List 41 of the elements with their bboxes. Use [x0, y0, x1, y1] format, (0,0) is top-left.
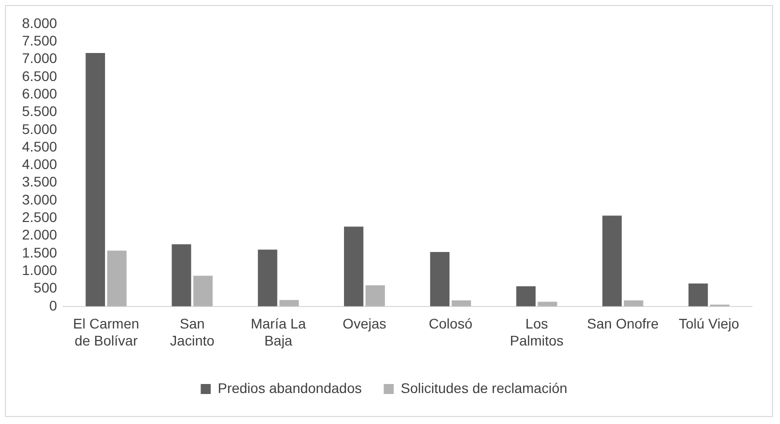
y-tick-label: 3.500 [22, 174, 58, 190]
legend-label: Predios abandondados [218, 380, 362, 396]
y-tick-label: 3.000 [22, 191, 58, 208]
y-tick-label: 0 [49, 297, 58, 314]
bar [193, 276, 213, 306]
bar [107, 250, 127, 306]
x-tick-label: San Jacinto [170, 316, 215, 348]
bar [602, 216, 622, 306]
y-tick-label: 6.000 [22, 85, 58, 102]
y-tick-label: 4.500 [22, 138, 58, 154]
bar [86, 52, 106, 306]
x-tick-label: María La Baja [250, 316, 306, 348]
y-tick-label: 4.000 [22, 156, 58, 172]
y-tick-label: 500 [34, 280, 58, 296]
y-tick-label: 7.500 [22, 32, 58, 49]
x-tick-label: El Carmen de Bolívar [73, 316, 140, 348]
bar [516, 286, 536, 306]
y-tick-label: 6.500 [22, 68, 58, 84]
bar [430, 252, 450, 306]
y-tick-label: 2.000 [22, 226, 58, 243]
x-tick-label: Tolú Viejo [678, 316, 740, 332]
bar [172, 244, 192, 306]
x-tick-label: Ovejas [342, 316, 386, 332]
bar [624, 300, 644, 306]
x-tick-label: Colosó [428, 316, 473, 332]
y-tick-label: 5.000 [22, 120, 58, 137]
x-tick-label: San Onofre [587, 316, 659, 332]
y-tick-label: 7.000 [22, 50, 58, 66]
y-tick-label: 1.500 [22, 244, 58, 260]
bar [452, 300, 472, 306]
legend-label: Solicitudes de reclamación [400, 380, 568, 396]
y-tick-label: 5.500 [22, 103, 58, 120]
bar [258, 250, 278, 306]
y-tick-label: 2.500 [22, 209, 58, 226]
y-tick-label: 1.000 [22, 262, 58, 278]
bar [688, 283, 708, 306]
bar [279, 300, 299, 306]
bar [344, 226, 364, 306]
y-tick-label: 8.000 [22, 14, 58, 31]
x-tick-label: Los Palmitos [510, 316, 564, 348]
bar [366, 285, 385, 306]
